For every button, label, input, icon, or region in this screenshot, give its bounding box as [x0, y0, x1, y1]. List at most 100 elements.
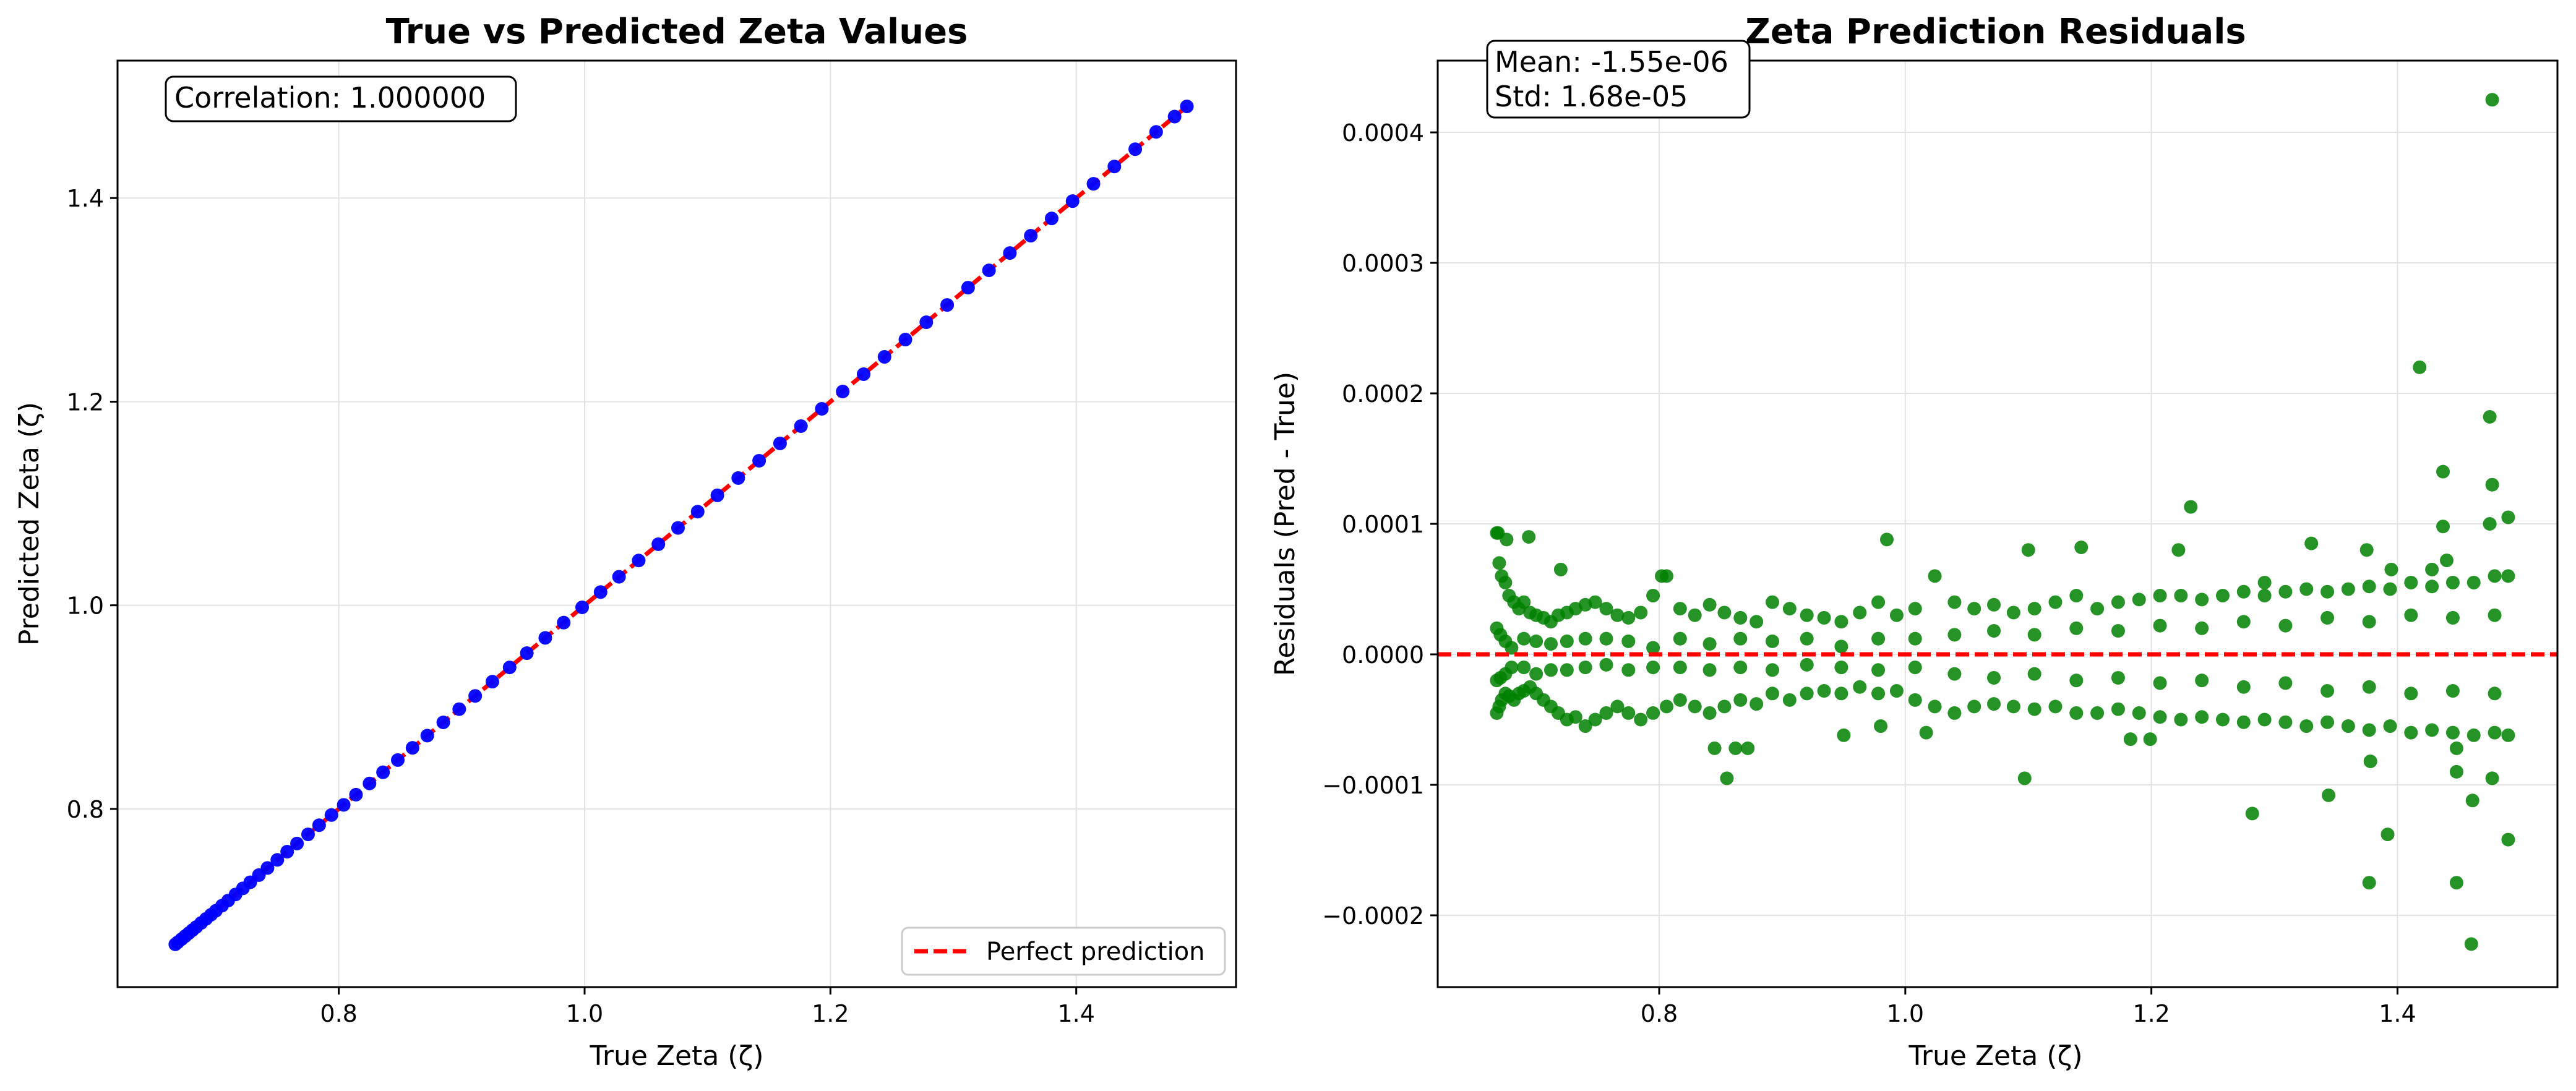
residual-point [1800, 631, 1814, 646]
y-tick-label: −0.0002 [1322, 902, 1424, 930]
y-tick-label: 1.2 [67, 388, 104, 416]
residual-point [2465, 794, 2479, 808]
residual-point [2445, 575, 2460, 589]
residual-point [2215, 589, 2230, 603]
data-point [468, 689, 483, 703]
residual-point [1610, 608, 1625, 622]
data-point [280, 845, 294, 859]
data-point [836, 385, 850, 398]
residual-point [1634, 712, 1648, 727]
residual-point [1733, 610, 1748, 625]
residual-point [2132, 706, 2146, 720]
residual-point [2359, 543, 2374, 557]
residual-point [1741, 741, 1755, 755]
residual-point [2090, 706, 2105, 720]
residual-point [1834, 661, 1848, 675]
residual-point [2404, 608, 2418, 622]
residual-point [2236, 584, 2251, 599]
data-point [898, 333, 912, 347]
residual-point [2485, 477, 2499, 492]
residual-point [1621, 663, 1636, 677]
data-point [290, 836, 304, 850]
residual-point [2153, 676, 2167, 690]
residual-point [2069, 621, 2084, 635]
residual-point [2425, 723, 2439, 737]
residual-point [2501, 832, 2515, 847]
residual-point [1702, 637, 1717, 651]
data-point [502, 661, 517, 675]
residual-point [2449, 764, 2463, 779]
residual-point [2027, 702, 2041, 716]
residual-point [1987, 624, 2001, 638]
left-x-axis-label: True Zeta (ζ) [589, 1040, 763, 1072]
residual-point [2488, 725, 2502, 740]
residual-point [1919, 725, 1933, 740]
data-point [557, 615, 571, 630]
residual-point [1987, 597, 2001, 612]
residual-point [2111, 670, 2125, 685]
residual-point [2445, 610, 2460, 625]
x-tick-label: 1.4 [2379, 1000, 2416, 1027]
residual-point [2074, 540, 2089, 554]
residual-point [2362, 580, 2376, 594]
residual-point [1522, 530, 1536, 544]
residual-point [2006, 700, 2020, 714]
left-y-axis-label: Predicted Zeta (ζ) [14, 402, 45, 646]
right-x-axis-label: True Zeta (ζ) [1908, 1040, 2082, 1072]
right-y-ticks: −0.0002 −0.0001 0.0000 0.0001 0.0002 0.0003 0.… [1322, 119, 1438, 930]
data-point [390, 753, 405, 767]
data-point [752, 453, 766, 468]
residual-point [1800, 608, 1814, 622]
residual-point [1517, 661, 1531, 675]
residual-point [1967, 700, 1981, 714]
data-point [731, 471, 745, 485]
data-point [632, 554, 646, 568]
x-tick-label: 1.0 [1887, 1000, 1924, 1027]
residual-point [2467, 728, 2481, 742]
residual-point [2321, 715, 2335, 729]
data-point [856, 367, 870, 382]
residual-point [1707, 741, 1722, 755]
residual-point [2153, 710, 2167, 724]
residual-point [1578, 719, 1592, 734]
y-tick-label: 0.0002 [1342, 380, 1424, 408]
left-y-ticks: 0.8 1.0 1.2 1.4 [67, 185, 118, 823]
residual-point [2184, 500, 2198, 514]
stats-std-text: Std: 1.68e-05 [1495, 80, 1688, 113]
residual-point [2236, 715, 2251, 729]
residual-point [2449, 741, 2463, 755]
residual-point [2362, 680, 2376, 694]
residual-point [1673, 661, 1687, 675]
residual-point [1717, 700, 1732, 714]
residual-point [1782, 602, 1797, 616]
residual-point [1610, 700, 1625, 714]
residual-point [1766, 663, 1780, 677]
residual-point [1599, 631, 1613, 646]
residual-point [1834, 615, 1848, 629]
data-point [312, 818, 326, 832]
legend-label: Perfect prediction [986, 938, 1205, 966]
left-points-layer [168, 100, 1194, 951]
residual-point [1908, 693, 1922, 707]
residual-point [1853, 605, 1867, 620]
residual-point [2069, 706, 2084, 720]
residual-point [1646, 589, 1660, 603]
residual-point [2321, 684, 2335, 698]
residual-point [1529, 667, 1543, 681]
residual-point [2299, 719, 2314, 734]
y-tick-label: 1.4 [67, 185, 104, 212]
data-point [612, 570, 626, 584]
residual-point [1782, 693, 1797, 707]
residual-point [2341, 719, 2355, 734]
residual-point [2488, 687, 2502, 701]
residual-point [1659, 700, 1673, 714]
residual-point [2322, 788, 2336, 802]
residual-point [2485, 771, 2499, 785]
residual-point [1834, 640, 1848, 654]
residual-point [1568, 710, 1582, 724]
residual-point [2483, 409, 2497, 424]
data-point [520, 646, 534, 661]
data-point [575, 600, 590, 614]
residual-point [1599, 706, 1613, 720]
x-tick-label: 0.8 [1641, 1000, 1678, 1027]
